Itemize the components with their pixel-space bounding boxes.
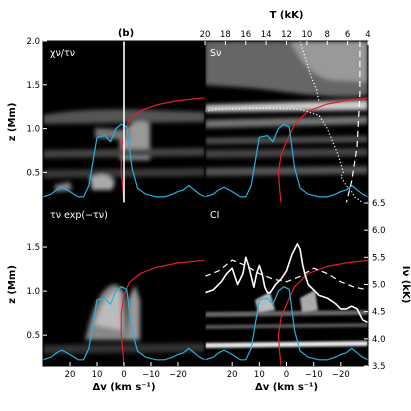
- figure-label: (b): [118, 28, 134, 39]
- x2tick-label-panel1: 6: [345, 30, 350, 40]
- xtick-label-panel3: 10: [254, 370, 265, 380]
- heatmap-texture-bottom-left: [43, 284, 205, 354]
- xtick-label-panel2: −10: [142, 370, 160, 380]
- x2tick-label-panel1: 8: [325, 30, 330, 40]
- xlabel-panel2: Δv (km s⁻¹): [92, 382, 155, 393]
- x2tick-label-panel1: 18: [220, 30, 231, 40]
- series-line-panel2-1: [43, 286, 205, 361]
- series-line-panel3-3: [205, 259, 368, 291]
- series-line-panel3-2: [205, 243, 368, 324]
- ytick-label-panel2: 1.0: [26, 287, 40, 297]
- x2tick-label-panel1: 4: [365, 30, 370, 40]
- ylabel-panel2: z (Mm): [7, 265, 18, 304]
- xtick-label-panel2: 20: [65, 370, 76, 380]
- ytick-label-panel2: 0.5: [26, 331, 40, 341]
- y2tick-label-panel3: 4.5: [372, 308, 386, 318]
- series-line-panel1-4: [345, 41, 361, 203]
- series-line-panel3-1: [205, 286, 368, 361]
- panel-label-bottom-left: τν exp(−τν): [50, 210, 108, 221]
- xtick-label-panel3: 0: [284, 370, 289, 380]
- panel-label-top-right: Sν: [210, 48, 221, 59]
- xtick-label-panel2: −20: [169, 370, 187, 380]
- xtick-label-panel3: −10: [305, 370, 323, 380]
- xlabel-panel3: Δv (km s⁻¹): [255, 382, 318, 393]
- panel-label-bottom-right: CI: [210, 210, 219, 221]
- x2tick-label-panel1: 10: [301, 30, 312, 40]
- y2tick-label-panel3: 6.5: [372, 199, 386, 209]
- x2tick-label-panel1: 12: [281, 30, 292, 40]
- series-line-panel1-3: [299, 41, 320, 103]
- ylabel-panel0: z (Mm): [7, 103, 18, 142]
- x2label-panel1: T (kK): [270, 10, 304, 21]
- y2label-panel3: Iν (kK): [400, 266, 411, 304]
- y2tick-label-panel3: 4.0: [372, 335, 386, 345]
- x2tick-label-panel1: 20: [200, 30, 211, 40]
- y2tick-label-panel3: 5.5: [372, 253, 386, 263]
- xtick-label-panel2: 0: [121, 370, 126, 380]
- panel-bg-bottom-left: [43, 203, 205, 366]
- x2tick-label-panel1: 14: [261, 30, 272, 40]
- series-line-panel1-1: [205, 123, 368, 198]
- panel-label-top-left: χν/τν: [50, 48, 75, 59]
- y2tick-label-panel3: 3.5: [372, 362, 386, 372]
- heatmap-texture-bottom-right: [205, 290, 368, 348]
- xtick-label-panel3: −20: [332, 370, 350, 380]
- ytick-label-panel0: 2.0: [26, 37, 40, 47]
- y2tick-label-panel3: 6.0: [372, 226, 386, 236]
- y2tick-label-panel3: 5.0: [372, 281, 386, 291]
- ytick-label-panel0: 0.5: [26, 168, 40, 178]
- ytick-label-panel2: 1.5: [26, 243, 40, 253]
- x2tick-label-panel1: 16: [240, 30, 251, 40]
- xtick-label-panel3: 20: [227, 370, 238, 380]
- xtick-label-panel2: 10: [92, 370, 103, 380]
- ytick-label-panel0: 1.0: [26, 125, 40, 135]
- ytick-label-panel0: 1.5: [26, 81, 40, 91]
- panel-bg-bottom-right: [205, 203, 368, 366]
